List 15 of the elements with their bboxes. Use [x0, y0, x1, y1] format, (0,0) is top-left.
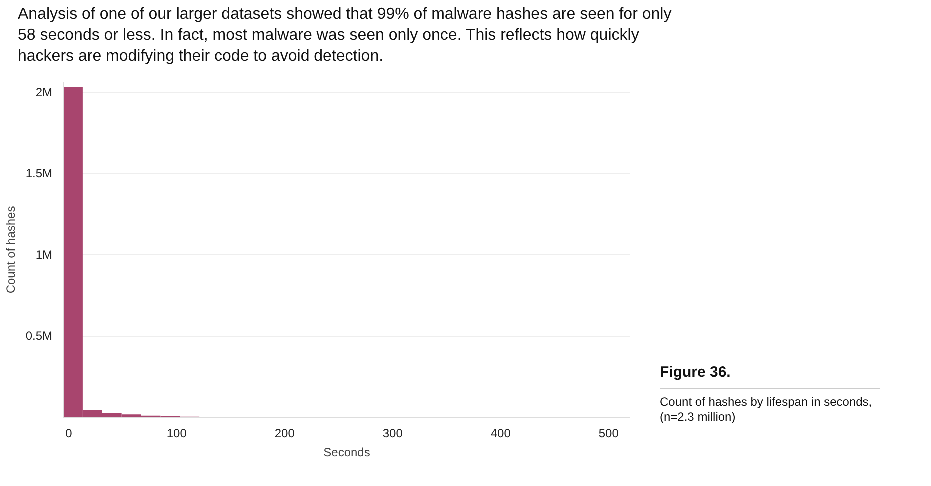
- caption: Figure 36.: [660, 362, 880, 389]
- x-tick-label: 500: [598, 426, 620, 441]
- y-tick-label: 2M: [36, 86, 53, 100]
- x-axis-title: Seconds: [324, 446, 370, 460]
- chart-title: Analysis of one of our larger datasets showed that 99% of malware hashes are seen for only 58 seconds or less. In fact, most malware was seen only once. This reflects how quickly hackers are modifying their code to avoid detection.: [18, 5, 673, 67]
- y-axis-title: Count of hashes: [4, 206, 18, 294]
- x-tick-label: 0: [66, 426, 73, 441]
- x-tick-label: 400: [490, 426, 512, 441]
- y-tick-label: 1M: [36, 248, 53, 262]
- x-tick-label: 300: [382, 426, 404, 441]
- y-tick-label: 1.5M: [26, 166, 53, 181]
- x-tick-label: 200: [274, 426, 296, 441]
- text: Count of hashes by lifespan in seconds, (n=2.3 million): [660, 394, 874, 426]
- y-tick-label: 0.5M: [26, 330, 53, 344]
- x-tick-label: 100: [166, 426, 188, 441]
